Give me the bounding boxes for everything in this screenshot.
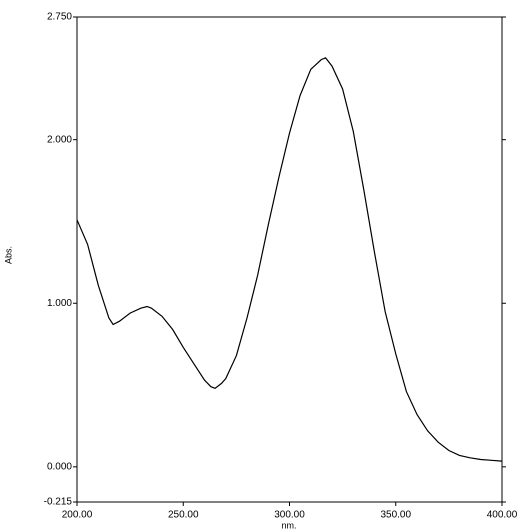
x-tick-label: 200.00 bbox=[62, 510, 93, 521]
x-tick-label: 350.00 bbox=[380, 510, 411, 521]
y-axis-label: Abs. bbox=[3, 246, 13, 264]
y-tick-label: 1.000 bbox=[47, 298, 72, 309]
plot-frame bbox=[76, 16, 503, 503]
x-tick-label: 400.00 bbox=[487, 510, 518, 521]
x-tick-label: 250.00 bbox=[168, 510, 199, 521]
spectrum-line bbox=[76, 57, 503, 462]
y-tick-label: -0.215 bbox=[44, 497, 73, 508]
x-tick-label: 300.00 bbox=[274, 510, 305, 521]
y-tick-label: 0.000 bbox=[47, 461, 72, 472]
y-tick-label: 2.000 bbox=[47, 134, 72, 145]
x-axis-label: nm. bbox=[281, 520, 296, 530]
y-tick-label: 2.750 bbox=[47, 12, 72, 23]
